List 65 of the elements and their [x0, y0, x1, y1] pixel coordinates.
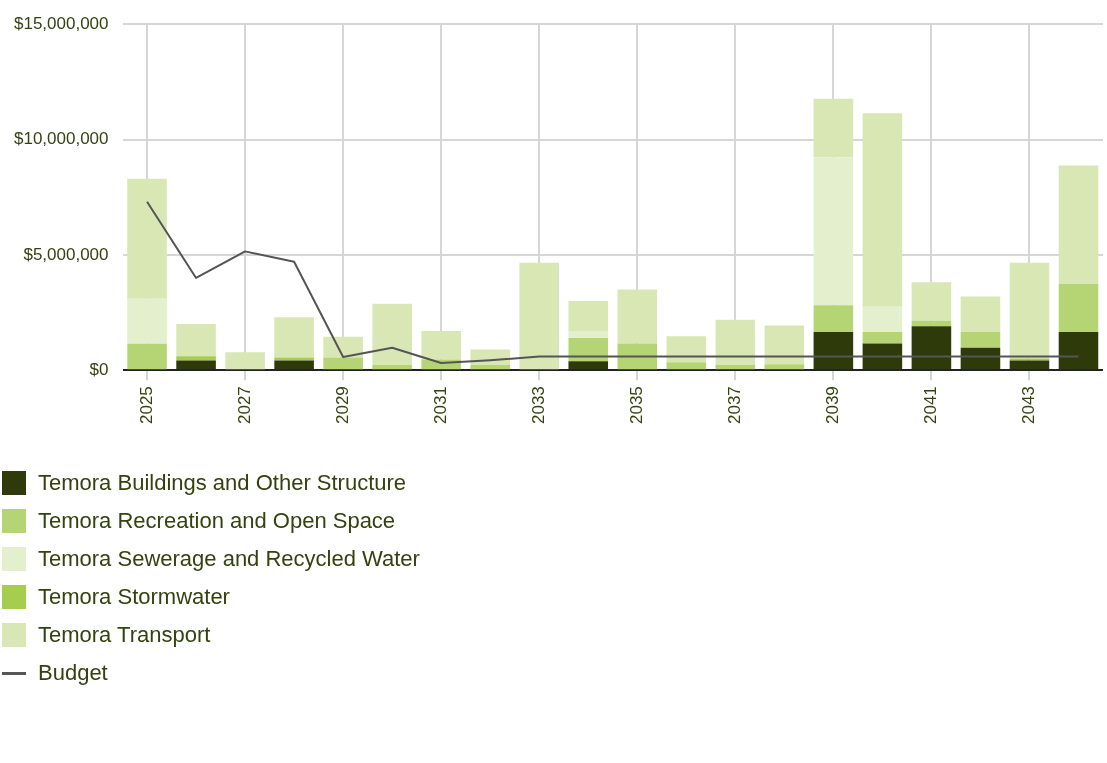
legend-label: Temora Stormwater	[38, 584, 230, 610]
bar	[323, 357, 363, 370]
bar	[715, 364, 756, 370]
y-tick-label: $5,000,000	[23, 244, 109, 264]
x-tick-label: 2031	[430, 386, 450, 425]
bar	[274, 360, 314, 370]
bar	[1058, 165, 1099, 284]
bar	[813, 157, 854, 306]
bar	[470, 364, 510, 370]
bar	[1009, 262, 1050, 359]
bar	[421, 330, 461, 360]
bar	[862, 343, 903, 370]
bar	[813, 332, 854, 370]
x-tick-label: 2043	[1019, 386, 1039, 425]
bar	[1058, 283, 1099, 333]
bar	[1009, 360, 1050, 370]
bar	[127, 178, 167, 299]
y-tick-label: $0	[89, 359, 109, 379]
y-tick-label: $10,000,000	[13, 129, 109, 149]
legend-label: Temora Sewerage and Recycled Water	[38, 546, 420, 572]
bar	[911, 326, 952, 370]
bar	[1009, 358, 1050, 361]
legend-label: Budget	[38, 660, 108, 686]
bar	[274, 357, 314, 361]
bar	[568, 330, 609, 339]
bar	[813, 305, 854, 333]
bar	[960, 296, 1001, 333]
bar	[225, 352, 265, 370]
bar	[176, 356, 216, 361]
bar	[519, 262, 560, 370]
x-tick-label: 2041	[921, 386, 941, 425]
bar	[176, 360, 216, 370]
bar	[127, 298, 167, 344]
bar	[127, 343, 167, 370]
x-tick-label: 2025	[136, 386, 156, 425]
bar	[960, 332, 1001, 348]
x-tick-label: 2035	[626, 386, 646, 425]
bar	[1058, 332, 1099, 370]
bar	[568, 338, 609, 362]
bar	[666, 362, 707, 370]
bar	[813, 98, 854, 158]
bar	[862, 113, 903, 307]
bar	[568, 361, 609, 370]
bar	[862, 332, 903, 344]
bar	[911, 282, 952, 321]
x-tick-label: 2027	[234, 386, 254, 425]
bar	[274, 317, 314, 358]
bar	[764, 325, 805, 365]
legend-label: Temora Transport	[38, 622, 211, 648]
bar	[617, 289, 658, 344]
x-tick-label: 2039	[823, 386, 843, 425]
bar	[176, 324, 216, 357]
legend-label: Temora Buildings and Other Structure	[38, 470, 407, 496]
x-tick-label: 2029	[332, 386, 352, 425]
bar	[568, 300, 609, 331]
bar	[862, 306, 903, 333]
bar	[764, 364, 805, 370]
bar	[617, 343, 658, 370]
bar	[372, 303, 412, 365]
legend-label: Temora Recreation and Open Space	[38, 508, 396, 534]
x-tick-label: 2037	[725, 386, 745, 425]
y-tick-label: $15,000,000	[13, 13, 109, 33]
bar	[715, 319, 756, 365]
bar	[372, 364, 412, 370]
x-tick-label: 2033	[528, 386, 548, 425]
